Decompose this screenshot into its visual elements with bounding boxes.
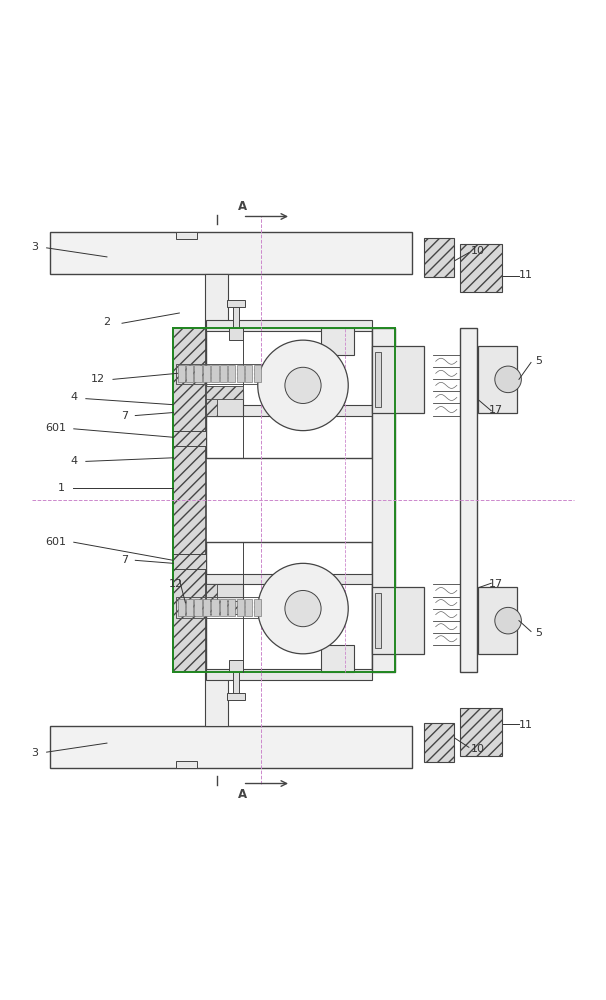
Text: 601: 601 <box>45 537 66 547</box>
Bar <box>207 405 372 416</box>
Bar <box>176 761 198 768</box>
Circle shape <box>258 340 348 431</box>
Circle shape <box>495 366 521 393</box>
Text: A: A <box>238 200 247 213</box>
Text: 11: 11 <box>519 720 533 730</box>
Bar <box>207 542 372 672</box>
Bar <box>478 587 517 654</box>
Bar <box>195 365 202 382</box>
Bar <box>372 328 395 672</box>
Bar <box>207 391 242 416</box>
Bar <box>253 599 261 616</box>
Bar <box>375 593 381 648</box>
Text: 4: 4 <box>70 456 78 466</box>
Bar <box>424 723 454 762</box>
Bar <box>176 232 198 239</box>
Bar <box>50 232 411 274</box>
Text: 3: 3 <box>31 242 38 252</box>
Text: 10: 10 <box>471 246 485 256</box>
Bar <box>205 672 228 726</box>
Text: 7: 7 <box>121 555 128 565</box>
Bar <box>207 391 218 416</box>
Text: 11: 11 <box>519 270 533 280</box>
Text: 7: 7 <box>121 411 128 421</box>
Bar <box>237 365 244 382</box>
Bar <box>245 365 252 382</box>
Bar <box>211 365 219 382</box>
Bar <box>237 599 244 616</box>
Text: 5: 5 <box>534 356 542 366</box>
Bar <box>460 328 477 672</box>
Circle shape <box>495 607 521 634</box>
Bar <box>211 599 219 616</box>
Bar <box>375 352 381 407</box>
Text: 12: 12 <box>169 579 184 589</box>
Text: 601: 601 <box>45 423 66 433</box>
Bar <box>207 584 218 609</box>
Text: 17: 17 <box>489 579 503 589</box>
Bar <box>173 431 207 446</box>
Bar <box>176 597 269 618</box>
Text: 3: 3 <box>31 748 38 758</box>
Bar <box>321 328 355 355</box>
Bar <box>227 300 245 307</box>
Text: A: A <box>238 788 247 801</box>
Bar <box>372 346 424 413</box>
Text: 10: 10 <box>471 744 485 754</box>
Bar <box>203 599 210 616</box>
Bar <box>230 328 242 340</box>
Bar <box>245 599 252 616</box>
Bar <box>207 669 372 680</box>
Bar <box>50 726 411 768</box>
Bar <box>207 386 242 399</box>
Bar <box>228 365 236 382</box>
Bar <box>205 274 228 328</box>
Bar <box>173 328 207 672</box>
Bar <box>424 238 454 277</box>
Bar <box>478 346 517 413</box>
Bar <box>207 328 372 458</box>
Text: 2: 2 <box>104 317 110 327</box>
Bar <box>233 672 239 696</box>
Bar <box>230 660 242 672</box>
Text: 5: 5 <box>534 628 542 638</box>
Text: 17: 17 <box>489 405 503 415</box>
Bar <box>207 601 242 614</box>
Bar <box>203 365 210 382</box>
Bar <box>372 587 424 654</box>
Bar <box>207 584 242 609</box>
Bar <box>207 574 372 584</box>
Bar <box>178 365 185 382</box>
Bar <box>186 365 193 382</box>
Bar <box>228 599 236 616</box>
Bar <box>233 304 239 328</box>
Bar <box>207 320 372 331</box>
Bar <box>460 708 502 756</box>
Bar <box>460 244 502 292</box>
Circle shape <box>258 563 348 654</box>
Bar <box>253 365 261 382</box>
Bar <box>220 599 227 616</box>
Bar <box>321 645 355 672</box>
Text: 1: 1 <box>58 483 65 493</box>
Text: 4: 4 <box>70 392 78 402</box>
Bar <box>176 364 269 384</box>
Bar <box>195 599 202 616</box>
Bar <box>173 554 207 569</box>
Bar <box>186 599 193 616</box>
Bar <box>220 365 227 382</box>
Bar <box>227 693 245 700</box>
Circle shape <box>285 367 321 403</box>
Circle shape <box>285 590 321 627</box>
Bar <box>178 599 185 616</box>
Text: 12: 12 <box>91 374 105 384</box>
